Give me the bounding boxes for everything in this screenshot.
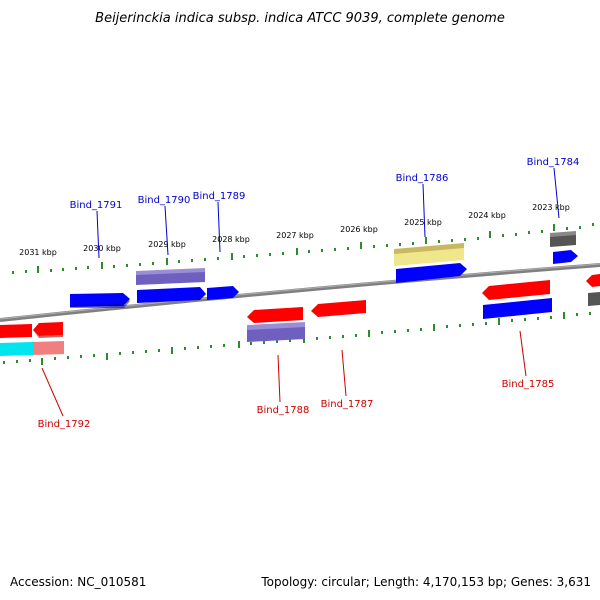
- accession-text: Accession: NC_010581: [10, 575, 146, 589]
- genome-backbone: [0, 263, 600, 322]
- gene-edge-left-red[interactable]: [0, 324, 32, 338]
- gene-bind-1785-red[interactable]: [482, 280, 550, 300]
- kbp-label-2028: 2028 kbp: [212, 235, 250, 244]
- lower-tick-track: [3, 312, 591, 365]
- label-bind-1790[interactable]: Bind_1790: [138, 195, 191, 206]
- gene-bind-1791[interactable]: [70, 293, 130, 307]
- kbp-label-2031: 2031 kbp: [19, 248, 57, 257]
- label-bind-1787[interactable]: Bind_1787: [321, 399, 374, 410]
- genome-summary-text: Topology: circular; Length: 4,170,153 bp…: [260, 575, 591, 589]
- upper-tick-track: [12, 223, 594, 274]
- kbp-label-2024: 2024 kbp: [468, 211, 506, 220]
- label-bind-1792[interactable]: Bind_1792: [38, 419, 91, 430]
- gene-bind-1784-lower[interactable]: [553, 250, 578, 264]
- label-bind-1784[interactable]: Bind_1784: [527, 157, 580, 168]
- gene-labels: Bind_1791 Bind_1790 Bind_1789 Bind_1786 …: [38, 157, 580, 430]
- label-bind-1791[interactable]: Bind_1791: [70, 200, 123, 211]
- kbp-label-2023: 2023 kbp: [532, 203, 570, 212]
- gene-bind-1786-lower[interactable]: [396, 263, 467, 283]
- gene-bind-1792[interactable]: [33, 341, 64, 355]
- gene-edge-left-cyan[interactable]: [0, 342, 33, 356]
- gene-edge-right-gray[interactable]: [588, 292, 600, 306]
- label-bind-1789[interactable]: Bind_1789: [193, 191, 246, 202]
- kbp-label-2027: 2027 kbp: [276, 231, 314, 240]
- reverse-genes: [0, 274, 600, 356]
- gene-bind-1792-red[interactable]: [33, 322, 63, 336]
- kbp-label-2026: 2026 kbp: [340, 225, 378, 234]
- label-bind-1786[interactable]: Bind_1786: [396, 173, 449, 184]
- kbp-label-2030: 2030 kbp: [83, 244, 121, 253]
- gene-edge-right-red[interactable]: [586, 274, 600, 287]
- gene-bind-1785[interactable]: [483, 298, 552, 319]
- gene-bind-1787[interactable]: [311, 300, 366, 317]
- map-title: Beijerinckia indica subsp. indica ATCC 9…: [95, 11, 505, 26]
- label-bind-1785[interactable]: Bind_1785: [502, 379, 555, 390]
- leader-lines: [41, 167, 560, 417]
- gene-bind-1788-red[interactable]: [247, 307, 303, 323]
- forward-genes: [70, 231, 600, 308]
- label-bind-1788[interactable]: Bind_1788: [257, 405, 310, 416]
- gene-bind-1789[interactable]: [207, 286, 239, 300]
- kbp-labels: 2031 kbp 2030 kbp 2029 kbp 2028 kbp 2027…: [19, 203, 570, 257]
- genome-backbone-highlight: [0, 263, 600, 320]
- kbp-label-2025: 2025 kbp: [404, 218, 442, 227]
- gene-bind-1790-lower[interactable]: [137, 287, 206, 303]
